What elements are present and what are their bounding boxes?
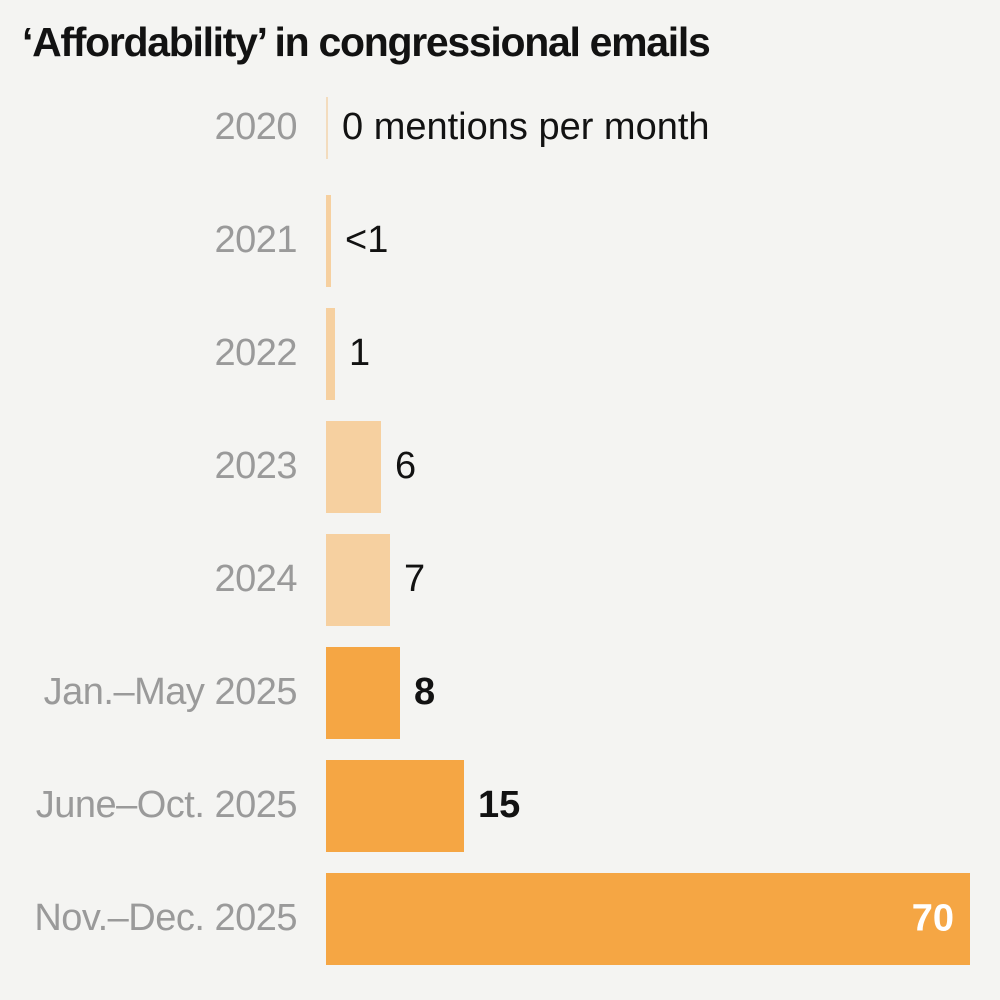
category-label-2020: 2020 xyxy=(214,106,297,149)
plot-area-2023: 6 xyxy=(326,420,1000,513)
category-label-nov-dec-2025: Nov.–Dec. 2025 xyxy=(34,897,297,940)
bar-2023 xyxy=(326,420,381,513)
category-label-june-oct-2025: June–Oct. 2025 xyxy=(35,784,298,827)
bar-2022 xyxy=(326,307,335,400)
zero-tick-line xyxy=(326,96,328,159)
value-label-june-oct-2025: 15 xyxy=(478,784,521,827)
plot-area-2020: 0 mentions per month xyxy=(326,82,1000,174)
value-label-2024: 7 xyxy=(404,558,426,601)
value-label-2020: 0 mentions per month xyxy=(342,106,710,149)
bar-2024 xyxy=(326,533,390,626)
chart-row-2022: 2022 1 xyxy=(0,307,1000,400)
category-label-2023: 2023 xyxy=(214,445,297,488)
value-label-jan-may-2025: 8 xyxy=(414,671,436,714)
chart-row-2020: 2020 0 mentions per month xyxy=(0,82,1000,174)
bar-june-oct-2025 xyxy=(326,759,464,852)
chart-row-2024: 2024 7 xyxy=(0,533,1000,626)
bar-2021 xyxy=(326,194,331,287)
chart-row-jan-may-2025: Jan.–May 2025 8 xyxy=(0,646,1000,739)
category-label-jan-may-2025: Jan.–May 2025 xyxy=(43,671,298,714)
chart-row-2023: 2023 6 xyxy=(0,420,1000,513)
plot-area-jan-may-2025: 8 xyxy=(326,646,1000,739)
chart-row-2021: 2021 <1 xyxy=(0,194,1000,287)
bar-chart: 2020 0 mentions per month 2021 <1 2022 1… xyxy=(0,82,1000,965)
chart-title: ‘Affordability’ in congressional emails xyxy=(22,19,711,65)
bar-jan-may-2025 xyxy=(326,646,400,739)
category-label-2024: 2024 xyxy=(214,558,297,601)
chart-row-june-oct-2025: June–Oct. 2025 15 xyxy=(0,759,1000,852)
category-label-2022: 2022 xyxy=(214,332,297,375)
chart-row-nov-dec-2025: Nov.–Dec. 2025 70 xyxy=(0,872,1000,965)
plot-area-2024: 7 xyxy=(326,533,1000,626)
value-label-2022: 1 xyxy=(349,332,371,375)
value-label-2023: 6 xyxy=(395,445,417,488)
value-label-2021: <1 xyxy=(345,219,389,262)
plot-area-june-oct-2025: 15 xyxy=(326,759,1000,852)
plot-area-2022: 1 xyxy=(326,307,1000,400)
category-label-2021: 2021 xyxy=(214,219,297,262)
plot-area-nov-dec-2025: 70 xyxy=(326,872,1000,965)
value-label-nov-dec-2025: 70 xyxy=(911,897,954,940)
plot-area-2021: <1 xyxy=(326,194,1000,287)
bar-nov-dec-2025: 70 xyxy=(326,872,970,965)
